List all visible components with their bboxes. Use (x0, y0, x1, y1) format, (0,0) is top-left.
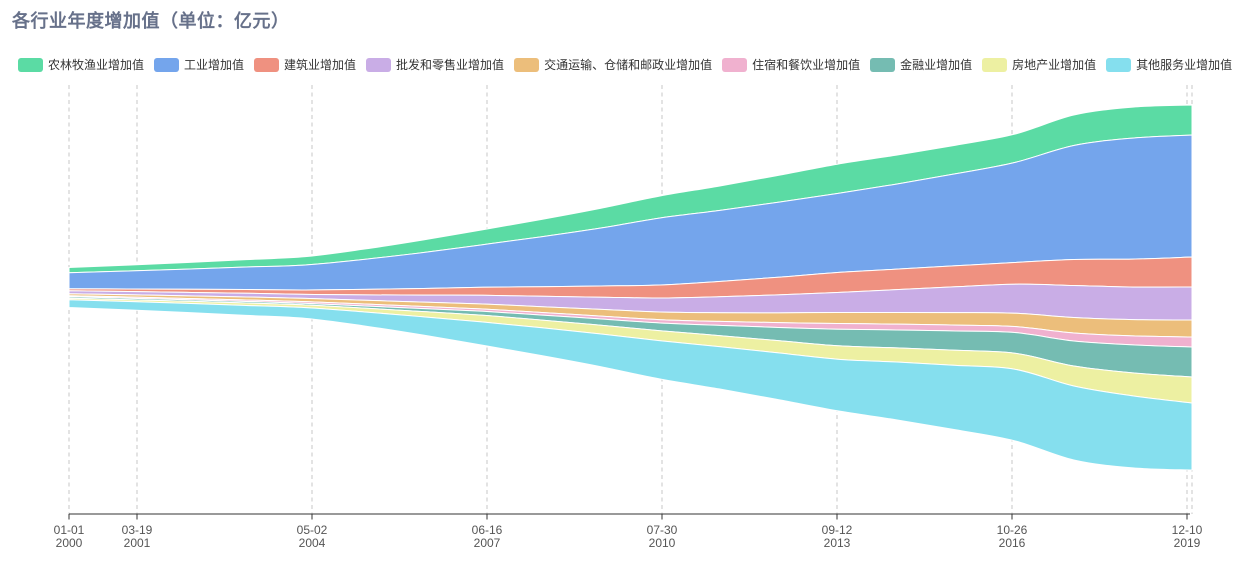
legend-swatch-icon (514, 57, 540, 72)
legend-swatch-icon (722, 57, 748, 72)
legend-swatch-icon (254, 57, 280, 72)
legend-swatch-icon (1106, 57, 1132, 72)
legend-swatch-icon (154, 57, 180, 72)
legend-item-real-estate[interactable]: 房地产业增加值 (982, 56, 1096, 73)
legend-item-industry[interactable]: 工业增加值 (154, 56, 244, 73)
legend-item-finance[interactable]: 金融业增加值 (870, 56, 972, 73)
axis-label-date: 12-10 (1172, 523, 1203, 537)
axis-label-year: 2019 (1174, 536, 1201, 550)
legend: 农林牧渔业增加值 工业增加值 建筑业增加值 批发和零售业增加值 交通运输、仓储和邮政业增… (18, 56, 1240, 73)
axis-label-year: 2001 (124, 536, 151, 550)
axis-label-date: 01-01 (54, 523, 85, 537)
legend-swatch-icon (870, 57, 896, 72)
legend-item-label: 其他服务业增加值 (1136, 58, 1233, 72)
stream-layer-other-services[interactable] (68, 299, 1193, 471)
legend-item-construction[interactable]: 建筑业增加值 (254, 56, 356, 73)
legend-item-other-services[interactable]: 其他服务业增加值 (1106, 56, 1232, 73)
legend-item-label: 房地产业增加值 (1012, 58, 1097, 72)
chart-title: 各行业年度增加值（单位：亿元） (12, 11, 290, 31)
legend-item-label: 交通运输、仓储和邮政业增加值 (544, 58, 713, 72)
legend-item-label: 农林牧渔业增加值 (48, 58, 145, 72)
axis-label-date: 03-19 (122, 523, 153, 537)
legend-item-wholesale-retail[interactable]: 批发和零售业增加值 (366, 56, 504, 73)
legend-item-transport-storage-post[interactable]: 交通运输、仓储和邮政业增加值 (514, 56, 712, 73)
legend-swatch-icon (982, 57, 1008, 72)
legend-item-label: 工业增加值 (184, 58, 245, 72)
legend-item-label: 建筑业增加值 (284, 58, 357, 72)
axis-label-date: 05-02 (297, 523, 328, 537)
legend-swatch-icon (366, 57, 392, 72)
axis-label-year: 2016 (999, 536, 1026, 550)
axis-label-year: 2004 (299, 536, 326, 550)
legend-item-label: 住宿和餐饮业增加值 (752, 58, 861, 72)
legend-swatch-icon (18, 57, 43, 72)
axis-label-date: 09-12 (822, 523, 853, 537)
legend-item-label: 批发和零售业增加值 (396, 58, 505, 72)
axis-label-year: 2013 (824, 536, 851, 550)
legend-item-agriculture[interactable]: 农林牧渔业增加值 (18, 56, 144, 73)
legend-item-label: 金融业增加值 (900, 58, 973, 72)
axis-label-year: 2000 (56, 536, 83, 550)
axis-label-year: 2010 (649, 536, 676, 550)
axis-label-date: 06-16 (472, 523, 503, 537)
legend-item-hotel-catering[interactable]: 住宿和餐饮业增加值 (722, 56, 860, 73)
axis-label-date: 10-26 (997, 523, 1028, 537)
axis-label-year: 2007 (474, 536, 501, 550)
axis-label-date: 07-30 (647, 523, 678, 537)
